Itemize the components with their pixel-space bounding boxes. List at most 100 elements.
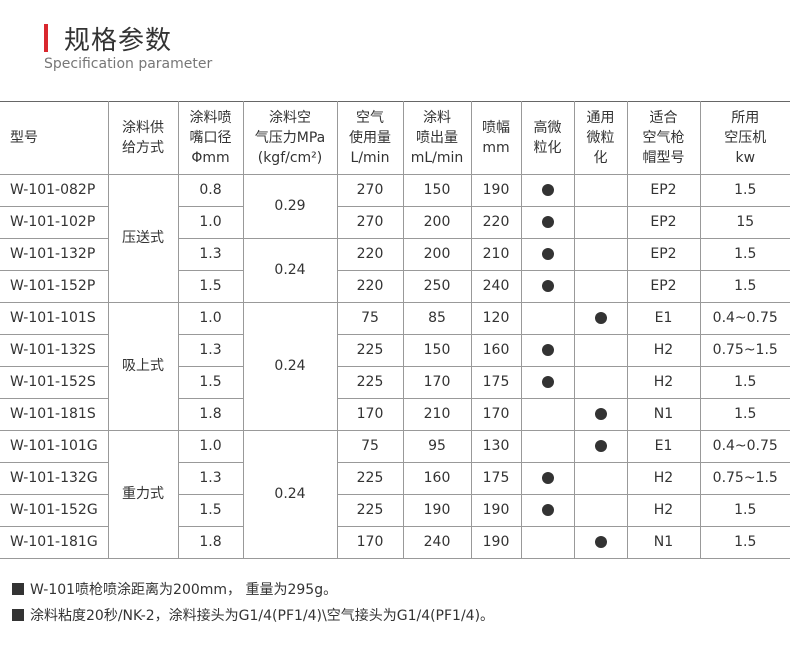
- cell-paint-output: 200: [402, 206, 472, 239]
- header-pressure: 涂料空 气压力MPa (kgf/cm²): [242, 101, 338, 175]
- cell-general-atomization: [573, 238, 628, 271]
- cell-air-cap: EP2: [626, 174, 701, 207]
- header-general-atom: 通用 微粒化: [573, 101, 628, 175]
- cell-compressor: 1.5: [699, 174, 790, 207]
- cell-nozzle: 1.5: [177, 366, 244, 399]
- cell-air-cap: H2: [626, 366, 701, 399]
- header-line: 嘴口径: [189, 130, 232, 146]
- cell-air-usage: 225: [336, 366, 404, 399]
- table-row: W-101-102P 1.0 270 200 220 EP2 15: [0, 206, 790, 239]
- cell-paint-output: 150: [402, 174, 472, 207]
- header-paint: 涂料 喷出量 mL/min: [402, 101, 472, 175]
- cell-general-atomization: [573, 174, 628, 207]
- cell-paint-output: 240: [402, 526, 472, 559]
- cell-compressor: 1.5: [699, 270, 790, 303]
- cell-model: W-101-181G: [0, 526, 109, 559]
- cell-high-atomization: [520, 302, 575, 335]
- cell-supply-method: 吸上式: [107, 302, 179, 431]
- cell-air-cap: N1: [626, 398, 701, 431]
- cell-model: W-101-132P: [0, 238, 109, 271]
- table-row: W-101-101G 重力式 1.0 0.24 75 95 130 E1 0.4~0.75: [0, 430, 790, 559]
- header-line: 粒化: [533, 140, 562, 156]
- filled-dot-icon: [594, 440, 607, 452]
- cell-spray-width: 220: [470, 206, 522, 239]
- cell-supply-method: 压送式: [107, 174, 179, 303]
- header-line: L/min: [350, 150, 390, 166]
- cell-model: W-101-101S: [0, 302, 109, 335]
- header-line: (kgf/cm²): [257, 150, 323, 166]
- cell-nozzle: 1.0: [177, 430, 244, 463]
- cell-paint-output: 95: [402, 430, 472, 463]
- cell-compressor: 1.5: [699, 526, 790, 559]
- table-row: W-101-101S 吸上式 1.0 0.24 75 85 120 E1 0.4~0.75: [0, 302, 790, 431]
- spec-table: 型号 涂料供 给方式 涂料喷 嘴口径 Φmm 涂料空 气压力MPa (kgf/cm²) 空气 使用量…: [0, 101, 790, 559]
- cell-model: W-101-152G: [0, 494, 109, 527]
- cell-air-usage: 75: [336, 302, 404, 335]
- cell-model: W-101-181S: [0, 398, 109, 431]
- cell-spray-width: 240: [470, 270, 522, 303]
- cell-high-atomization: [520, 174, 575, 207]
- filled-dot-icon: [541, 280, 554, 292]
- cell-high-atomization: [520, 270, 575, 303]
- header-line: 空气: [356, 110, 384, 126]
- cell-compressor: 0.75~1.5: [699, 462, 790, 495]
- cell-model: W-101-101G: [0, 430, 109, 463]
- cell-compressor: 15: [699, 206, 790, 239]
- header-nozzle: 涂料喷 嘴口径 Φmm: [177, 101, 244, 175]
- cell-compressor: 1.5: [699, 238, 790, 271]
- cell-spray-width: 190: [470, 174, 522, 207]
- table-row: W-101-152G 1.5 225 190 190 H2 1.5: [0, 494, 790, 527]
- cell-spray-width: 160: [470, 334, 522, 367]
- note-text: 涂料粘度20秒/NK-2，涂料接头为G1/4(PF1/4)\空气接头为G1/4(…: [30, 608, 495, 624]
- header-line: 化: [593, 150, 608, 166]
- cell-air-cap: N1: [626, 526, 701, 559]
- cell-general-atomization: [573, 398, 628, 431]
- cell-paint-output: 150: [402, 334, 472, 367]
- cell-supply-method: 重力式: [107, 430, 179, 559]
- cell-nozzle: 0.8: [177, 174, 244, 207]
- cell-air-usage: 225: [336, 462, 404, 495]
- cell-spray-width: 190: [470, 526, 522, 559]
- cell-air-usage: 220: [336, 270, 404, 303]
- cell-pressure: 0.24: [242, 238, 338, 303]
- page-title: 规格参数: [64, 26, 173, 56]
- cell-paint-output: 170: [402, 366, 472, 399]
- header-cap: 适合 空气枪 帽型号: [626, 101, 701, 175]
- cell-high-atomization: [520, 238, 575, 271]
- header-line: 涂料空: [269, 110, 311, 126]
- cell-high-atomization: [520, 494, 575, 527]
- cell-model: W-101-152P: [0, 270, 109, 303]
- cell-paint-output: 250: [402, 270, 472, 303]
- bullet-square-icon: [12, 583, 24, 595]
- cell-model: W-101-152S: [0, 366, 109, 399]
- cell-compressor: 0.4~0.75: [699, 430, 790, 463]
- cell-general-atomization: [573, 366, 628, 399]
- cell-nozzle: 1.8: [177, 526, 244, 559]
- cell-air-cap: EP2: [626, 270, 701, 303]
- table-row: W-101-152P 1.5 220 250 240 EP2 1.5: [0, 270, 790, 303]
- header-air: 空气 使用量 L/min: [336, 101, 404, 175]
- cell-spray-width: 190: [470, 494, 522, 527]
- cell-model: W-101-102P: [0, 206, 109, 239]
- cell-general-atomization: [573, 494, 628, 527]
- cell-paint-output: 210: [402, 398, 472, 431]
- cell-air-cap: EP2: [626, 238, 701, 271]
- cell-paint-output: 200: [402, 238, 472, 271]
- table-row: W-101-152S 1.5 225 170 175 H2 1.5: [0, 366, 790, 399]
- header-line: mm: [482, 140, 510, 156]
- header-line: 高微: [533, 120, 562, 136]
- cell-spray-width: 120: [470, 302, 522, 335]
- note-item: W-101喷枪喷涂距离为200mm， 重量为295g。: [12, 578, 494, 600]
- header-line: 空气枪: [642, 130, 685, 146]
- cell-air-cap: E1: [626, 430, 701, 463]
- header-line: 微粒: [586, 130, 615, 146]
- page-subtitle: Specification parameter: [44, 56, 213, 72]
- cell-air-cap: E1: [626, 302, 701, 335]
- header-line: Φmm: [191, 150, 230, 166]
- cell-nozzle: 1.0: [177, 206, 244, 239]
- filled-dot-icon: [541, 376, 554, 388]
- cell-model: W-101-082P: [0, 174, 109, 207]
- cell-spray-width: 130: [470, 430, 522, 463]
- cell-air-usage: 270: [336, 206, 404, 239]
- cell-compressor: 1.5: [699, 494, 790, 527]
